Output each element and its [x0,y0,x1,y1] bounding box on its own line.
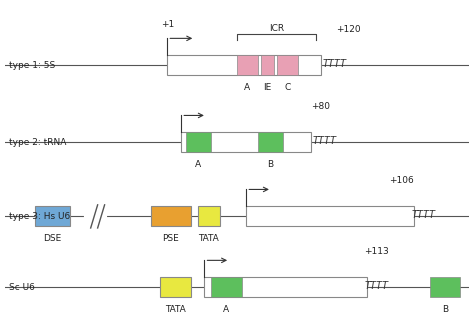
Text: type 3: Hs U6: type 3: Hs U6 [9,212,71,221]
Text: type 2: tRNA: type 2: tRNA [9,138,67,147]
Text: PSE: PSE [162,234,179,243]
Bar [258,133,283,153]
Text: TATA: TATA [165,305,186,314]
Bar [181,133,311,153]
Bar [198,206,220,226]
Text: DSE: DSE [44,234,62,243]
Bar [430,277,460,297]
Text: TATA: TATA [198,234,219,243]
Bar [246,206,413,226]
Text: A: A [223,305,229,314]
Text: ICR: ICR [269,24,284,33]
Text: B: B [442,305,448,314]
Bar [277,55,298,75]
Text: TTTT: TTTT [323,59,347,70]
Bar [160,277,191,297]
Bar [211,277,242,297]
Bar [151,206,191,226]
Bar [237,55,258,75]
Text: Sc U6: Sc U6 [9,283,35,292]
Text: C: C [285,83,291,92]
Text: +106: +106 [390,176,414,185]
Text: type 1: 5S: type 1: 5S [9,61,55,70]
Text: +113: +113 [364,247,389,256]
Bar [204,277,367,297]
Text: +120: +120 [336,25,361,34]
Bar [186,133,211,153]
Bar [167,55,320,75]
Text: TTTT: TTTT [313,136,337,147]
Text: B: B [267,160,273,169]
Bar [35,206,70,226]
Text: A: A [244,83,250,92]
Text: TTTT: TTTT [365,281,389,291]
Text: +1: +1 [161,20,174,29]
Text: IE: IE [264,83,272,92]
Bar [261,55,274,75]
Text: A: A [195,160,201,169]
Text: TTTT: TTTT [411,211,435,220]
Text: +80: +80 [311,102,330,111]
